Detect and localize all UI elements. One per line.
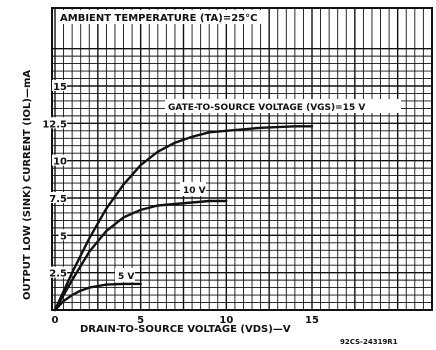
figure-code: 92CS-24319R1 xyxy=(340,338,398,346)
annotation-vgs-15v: GATE-TO-SOURCE VOLTAGE (VGS)=15 V xyxy=(168,103,365,113)
y-tick-label: 7.5 xyxy=(49,194,67,205)
annotation-10v-backdrop xyxy=(180,182,206,196)
chart-title: AMBIENT TEMPERATURE (TA)=25°C xyxy=(60,13,257,24)
curve-vgs-5v xyxy=(53,282,142,312)
x-tick-label: 10 xyxy=(219,315,233,326)
x-tick-label: 0 xyxy=(52,315,59,326)
annotation-5v: 5 V xyxy=(118,272,134,282)
y-tick-backdrop xyxy=(58,229,67,241)
curve-vgs-15v xyxy=(53,125,314,312)
annotations: GATE-TO-SOURCE VOLTAGE (VGS)=15 V 10 V 5 V xyxy=(115,99,401,282)
y-axis-label: OUTPUT LOW (SINK) CURRENT (IOL)—mA xyxy=(22,70,33,300)
title-backdrop xyxy=(56,10,266,24)
y-tick-backdrop xyxy=(39,117,67,129)
y-tick-label: 12.5 xyxy=(42,119,67,130)
plot-background xyxy=(52,8,432,310)
y-tick-backdrop xyxy=(45,192,67,203)
annotation-10v: 10 V xyxy=(183,186,206,196)
annotation-5v-backdrop xyxy=(115,268,135,282)
y-tick-backdrop xyxy=(45,266,67,278)
x-tick-label: 15 xyxy=(305,315,319,326)
x-axis-label: DRAIN-TO-SOURCE VOLTAGE (VDS)—V xyxy=(80,324,291,335)
y-tick-label: 10 xyxy=(53,157,67,168)
x-tick-label: 5 xyxy=(137,315,144,326)
y-tick-backdrop xyxy=(52,80,67,91)
curve-vgs-10v xyxy=(53,199,228,312)
annotation-vgs-15v-backdrop xyxy=(165,99,401,113)
y-tick-label: 15 xyxy=(53,82,67,93)
y-tick-label: 2.5 xyxy=(49,269,67,280)
y-tick-backdrop xyxy=(52,154,67,166)
ticks: 0 5 10 15 2.5 5 7.5 10 12.5 15 xyxy=(39,80,319,326)
curves xyxy=(53,125,314,312)
y-tick-label: 5 xyxy=(60,231,67,242)
